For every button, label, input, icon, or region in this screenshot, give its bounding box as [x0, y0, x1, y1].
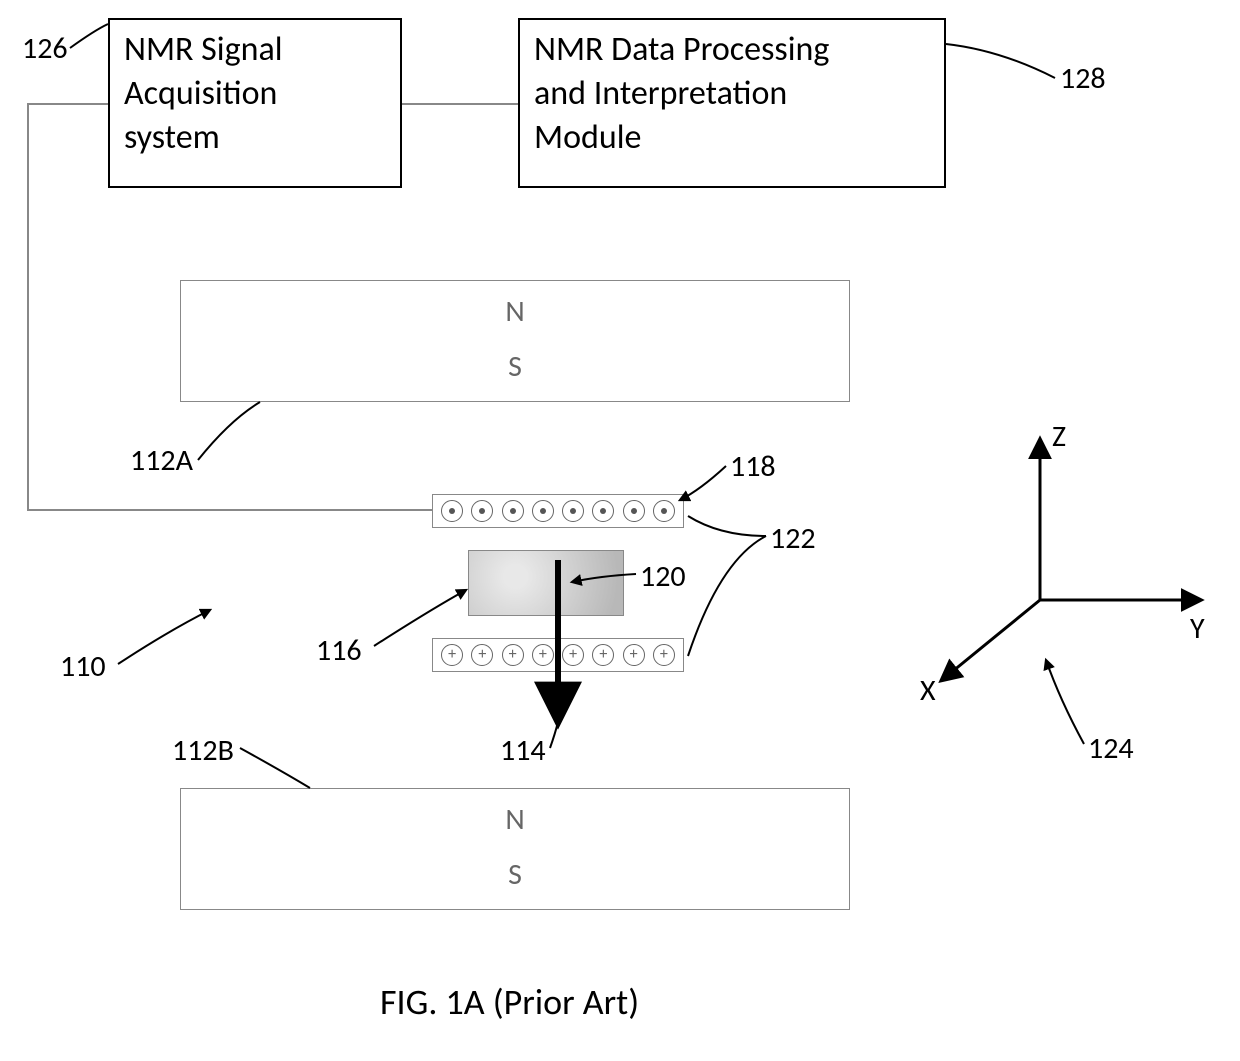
axis-y-label: Y [1190, 610, 1205, 647]
coil-dot-icon [471, 500, 493, 522]
ref-120: 120 [640, 558, 686, 595]
acq-line2: Acquisition [124, 72, 386, 116]
ref-116: 116 [316, 632, 362, 669]
acq-line3: system [124, 116, 386, 160]
coil-plus-icon: + [441, 644, 463, 666]
ref-122: 122 [770, 520, 816, 557]
ref-112b: 112B [172, 732, 234, 769]
ref-118: 118 [730, 448, 776, 485]
coil-plus-icon: + [653, 644, 675, 666]
ref-124: 124 [1088, 730, 1134, 767]
coil-top [432, 494, 684, 528]
proc-line2: and Interpretation [534, 72, 930, 116]
leader-126 [70, 24, 108, 48]
proc-line3: Module [534, 116, 930, 160]
coil-plus-icon: + [532, 644, 554, 666]
ref-126: 126 [22, 30, 68, 67]
magnet-top-s: S [181, 330, 849, 385]
ref-110: 110 [60, 648, 106, 685]
leader-118 [680, 466, 726, 500]
leader-128 [946, 44, 1055, 78]
coil-plus-icon: + [592, 644, 614, 666]
ref-114: 114 [500, 732, 546, 769]
leader-122a [688, 516, 766, 536]
coil-dot-icon [532, 500, 554, 522]
leader-112b [240, 748, 310, 788]
proc-box: NMR Data Processing and Interpretation M… [518, 18, 946, 188]
coil-bottom: + + + + + + + + [432, 638, 684, 672]
sample-block [468, 550, 624, 616]
axis-x-label: X [920, 672, 936, 709]
magnet-bottom: N S [180, 788, 850, 910]
proc-line1: NMR Data Processing [534, 28, 930, 72]
coil-plus-icon: + [471, 644, 493, 666]
leader-112a [198, 402, 260, 460]
coil-dot-icon [592, 500, 614, 522]
coil-plus-icon: + [502, 644, 524, 666]
figure-caption: FIG. 1A (Prior Art) [380, 980, 639, 1024]
ref-112a: 112A [130, 442, 193, 479]
leader-122b [688, 536, 766, 656]
magnet-top: N S [180, 280, 850, 402]
coil-dot-icon [441, 500, 463, 522]
leader-114 [550, 700, 562, 748]
magnet-top-n: N [181, 281, 849, 330]
coil-plus-icon: + [623, 644, 645, 666]
coil-dot-icon [623, 500, 645, 522]
leader-110 [118, 610, 210, 664]
acq-line1: NMR Signal [124, 28, 386, 72]
magnet-bottom-n: N [181, 789, 849, 838]
figure-canvas: NMR Signal Acquisition system NMR Data P… [0, 0, 1240, 1061]
axis-z-label: Z [1052, 418, 1066, 455]
ref-128: 128 [1060, 60, 1106, 97]
leader-124 [1046, 660, 1084, 744]
coil-dot-icon [653, 500, 675, 522]
coil-dot-icon [562, 500, 584, 522]
axis-x [942, 600, 1040, 680]
magnet-bottom-s: S [181, 838, 849, 893]
acq-box: NMR Signal Acquisition system [108, 18, 402, 188]
coil-plus-icon: + [562, 644, 584, 666]
coil-dot-icon [502, 500, 524, 522]
